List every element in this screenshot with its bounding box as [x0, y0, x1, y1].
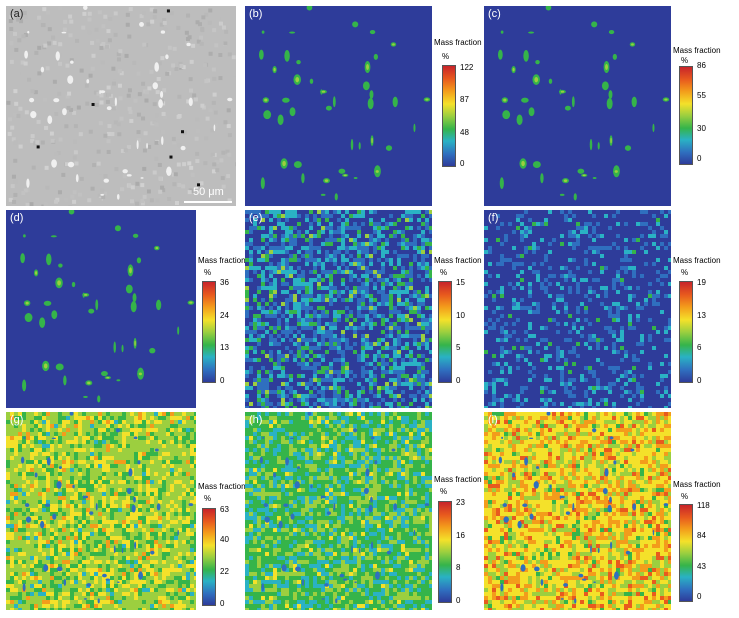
colorbar-tick: 84: [697, 531, 706, 540]
colorbar-gradient: [438, 281, 452, 383]
colorbar-unit: %: [681, 268, 689, 277]
colorbar-gradient: [679, 504, 693, 602]
colorbar-tick: 0: [220, 599, 225, 608]
colorbar-tick: 6: [697, 343, 702, 352]
colorbar-gradient: [679, 66, 693, 165]
colorbar-tick: 16: [456, 531, 465, 540]
element-map: [245, 210, 432, 408]
colorbar-tick: 0: [456, 596, 461, 605]
colorbar-unit: %: [204, 268, 212, 277]
colorbar-gradient: [202, 508, 216, 606]
colorbar-tick: 122: [460, 63, 474, 72]
panel-g: (g): [6, 412, 196, 610]
colorbar-tick: 30: [697, 124, 706, 133]
colorbar-title: Mass fraction: [673, 46, 721, 55]
colorbar-unit: %: [440, 268, 448, 277]
panel-label: (h): [249, 414, 263, 426]
colorbar-tick: 55: [697, 91, 706, 100]
colorbar-tick: 15: [456, 278, 465, 287]
colorbar-gradient: [202, 281, 216, 383]
colorbar-tick: 0: [460, 159, 465, 168]
panel-a: (a) 50 μm: [6, 6, 236, 206]
colorbar-tick: 13: [697, 311, 706, 320]
element-map: [6, 210, 196, 408]
colorbar-tick: 8: [456, 563, 461, 572]
element-map: [484, 412, 671, 610]
colorbar-title: Mass fraction: [434, 475, 482, 484]
panel-e: (e): [245, 210, 432, 408]
panel-label: (c): [488, 8, 501, 20]
colorbar-c: Mass fraction % 86 55 30 0: [673, 46, 733, 176]
colorbar-unit: %: [204, 494, 212, 503]
colorbar-f: Mass fraction % 19 13 6 0: [673, 256, 733, 391]
panel-label: (a): [10, 8, 24, 20]
colorbar-tick: 22: [220, 567, 229, 576]
colorbar-tick: 19: [697, 278, 706, 287]
colorbar-b: Mass fraction % 122 87 48 0: [434, 38, 484, 178]
element-map: [245, 6, 432, 206]
panel-i: (i): [484, 412, 671, 610]
panel-label: (f): [488, 212, 499, 224]
colorbar-i: Mass fraction % 118 84 43 0: [673, 480, 733, 610]
panel-h: (h): [245, 412, 432, 610]
colorbar-d: Mass fraction % 36 24 13 0: [198, 256, 248, 391]
colorbar-title: Mass fraction: [434, 256, 482, 265]
colorbar-e: Mass fraction % 15 10 5 0: [434, 256, 484, 391]
colorbar-tick: 36: [220, 278, 229, 287]
colorbar-unit: %: [440, 487, 448, 496]
scale-bar-label: 50 μm: [193, 186, 224, 198]
panel-c: (c): [484, 6, 671, 206]
colorbar-unit: %: [681, 56, 689, 65]
element-map: [484, 210, 671, 408]
element-map: [6, 412, 196, 610]
panel-d: (d): [6, 210, 196, 408]
colorbar-tick: 0: [456, 376, 461, 385]
colorbar-tick: 40: [220, 535, 229, 544]
colorbar-tick: 0: [220, 376, 225, 385]
element-map: [245, 412, 432, 610]
panel-label: (i): [488, 414, 498, 426]
panel-f: (f): [484, 210, 671, 408]
colorbar-title: Mass fraction: [673, 256, 721, 265]
colorbar-title: Mass fraction: [198, 482, 246, 491]
panel-b: (b): [245, 6, 432, 206]
panel-label: (b): [249, 8, 263, 20]
colorbar-tick: 0: [697, 592, 702, 601]
colorbar-title: Mass fraction: [198, 256, 246, 265]
element-map: [484, 6, 671, 206]
colorbar-tick: 0: [697, 376, 702, 385]
colorbar-gradient: [438, 501, 452, 603]
colorbar-tick: 48: [460, 128, 469, 137]
colorbar-title: Mass fraction: [434, 38, 482, 47]
colorbar-tick: 86: [697, 61, 706, 70]
colorbar-title: Mass fraction: [673, 480, 721, 489]
panel-label: (d): [10, 212, 24, 224]
colorbar-tick: 23: [456, 498, 465, 507]
colorbar-tick: 13: [220, 343, 229, 352]
colorbar-tick: 118: [697, 501, 710, 510]
colorbar-tick: 5: [456, 343, 461, 352]
colorbar-tick: 43: [697, 562, 706, 571]
colorbar-unit: %: [681, 492, 689, 501]
colorbar-tick: 0: [697, 154, 702, 163]
panel-label: (e): [249, 212, 263, 224]
colorbar-tick: 24: [220, 311, 229, 320]
colorbar-tick: 10: [456, 311, 465, 320]
colorbar-tick: 87: [460, 95, 469, 104]
colorbar-g: Mass fraction % 63 40 22 0: [198, 482, 248, 612]
colorbar-unit: %: [442, 52, 450, 61]
colorbar-tick: 63: [220, 505, 229, 514]
panel-label: (g): [10, 414, 24, 426]
colorbar-h: Mass fraction % 23 16 8 0: [434, 475, 484, 610]
scale-bar: [184, 201, 232, 203]
colorbar-gradient: [442, 65, 456, 167]
colorbar-gradient: [679, 281, 693, 383]
sem-image: [6, 6, 236, 206]
